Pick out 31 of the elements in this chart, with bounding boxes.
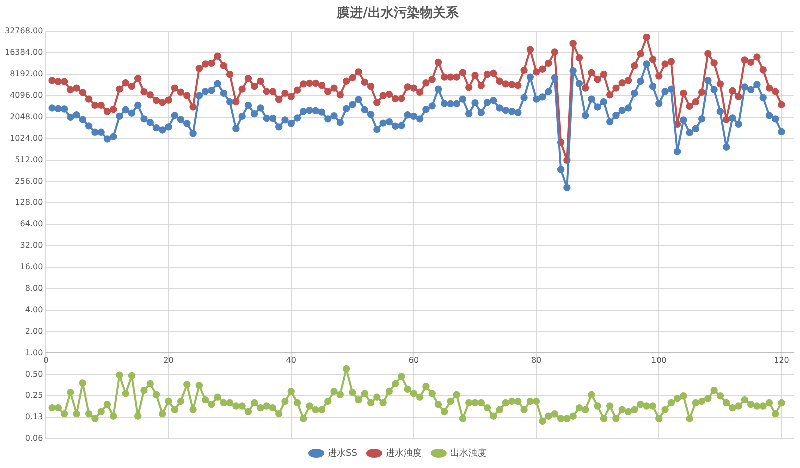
chart-title: 膜进/出水污染物关系 (336, 5, 460, 22)
y-tick-label: 0.25 (25, 391, 44, 400)
y-tick-label: 128.00 (15, 198, 44, 208)
y-tick-label: 256.00 (15, 176, 44, 186)
y-tick-label: 32768.00 (5, 26, 44, 36)
x-tick-label: 60 (408, 356, 420, 366)
y-tick-label: 4096.00 (10, 91, 44, 100)
y-tick-label: 32.00 (20, 241, 44, 250)
y-tick-label: 16.00 (20, 262, 44, 272)
y-tick-label: 512.00 (15, 155, 44, 164)
x-tick-label: 20 (164, 356, 174, 366)
x-tick-label: 120 (774, 356, 790, 366)
y-tick-label: 64.00 (20, 220, 44, 229)
legend-label: 出水浊度 (450, 448, 486, 459)
y-tick-label: 16384.00 (5, 48, 44, 58)
y-tick-label: 2048.00 (10, 112, 44, 122)
y-tick-label: 4.00 (25, 305, 44, 314)
x-tick-label: 40 (286, 356, 296, 366)
x-tick-label: 100 (652, 356, 667, 366)
y-tick-label: 1.00 (25, 348, 44, 358)
y-tick-label: 2.00 (25, 326, 44, 336)
y-tick-label: 8.00 (25, 284, 44, 293)
x-tick-label: 80 (531, 356, 542, 366)
x-tick-label: 0 (44, 356, 49, 366)
y-tick-label: 1024.00 (10, 134, 44, 143)
y-tick-label: 0.50 (25, 370, 44, 379)
legend-label: 进水浊度 (386, 448, 422, 459)
y-tick-label: 0.06 (25, 434, 44, 444)
y-tick-label: 8192.00 (10, 70, 44, 79)
y-tick-label: 0.13 (25, 412, 44, 422)
legend-label: 进水SS (328, 448, 358, 459)
